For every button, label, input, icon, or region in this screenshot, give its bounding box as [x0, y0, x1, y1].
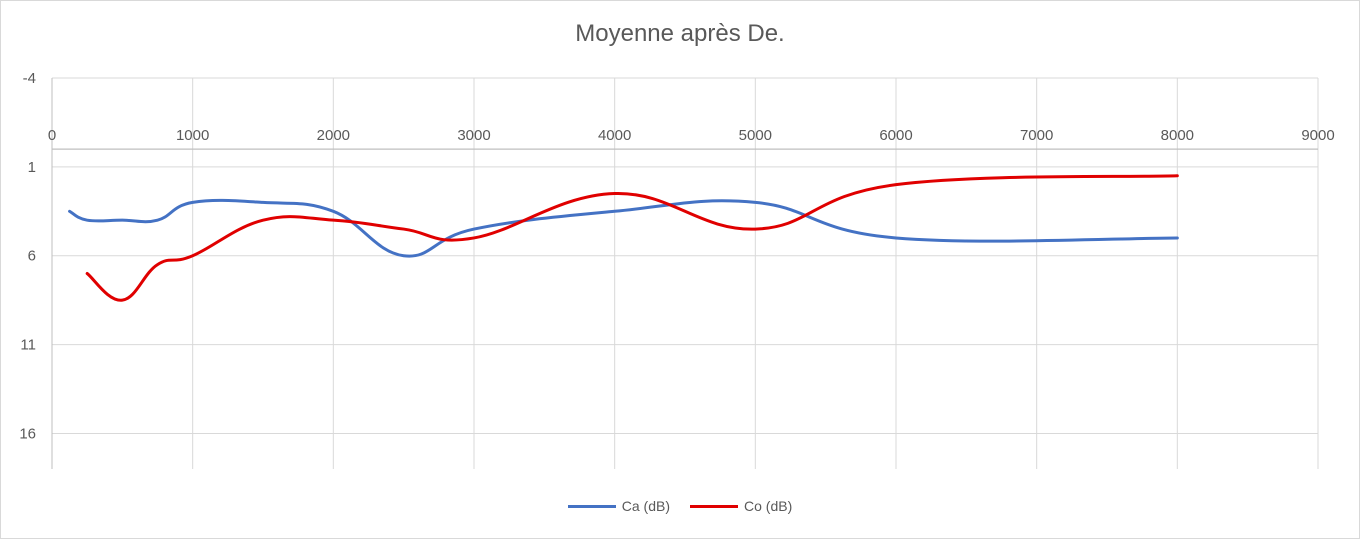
grid-lines [52, 77, 1319, 469]
legend-swatch-co [690, 504, 738, 508]
legend-item-ca: Ca (dB) [567, 498, 670, 514]
y-tick-label: 11 [20, 337, 36, 354]
y-tick-label: 16 [19, 425, 36, 442]
x-tick-label: 8000 [1161, 127, 1194, 144]
legend-label-ca: Ca (dB) [621, 498, 670, 514]
x-tick-label: 3000 [457, 127, 490, 144]
chart-title: Moyenne après De. [575, 20, 785, 47]
legend-swatch-ca [567, 504, 616, 508]
series-lines [68, 174, 1179, 302]
legend: Ca (dB) Co (dB) [0, 498, 1360, 514]
x-tick-label: 1000 [176, 127, 209, 144]
x-tick-label: 2000 [317, 127, 350, 144]
x-tick-label: 6000 [879, 127, 912, 144]
series-line-co-db [85, 174, 1179, 302]
y-tick-label: -4 [23, 70, 36, 87]
series-line-ca-db [68, 198, 1179, 258]
x-tick-label: 9000 [1301, 127, 1334, 144]
y-tick-label: 1 [28, 159, 36, 176]
x-tick-label: 4000 [598, 127, 631, 144]
x-tick-label: 0 [48, 127, 56, 144]
legend-item-co: Co (dB) [690, 498, 792, 514]
axes [51, 78, 1318, 469]
x-tick-label: 7000 [1020, 127, 1053, 144]
y-tick-label: 6 [28, 248, 36, 265]
legend-label-co: Co (dB) [744, 498, 793, 514]
x-tick-label: 5000 [739, 127, 772, 144]
